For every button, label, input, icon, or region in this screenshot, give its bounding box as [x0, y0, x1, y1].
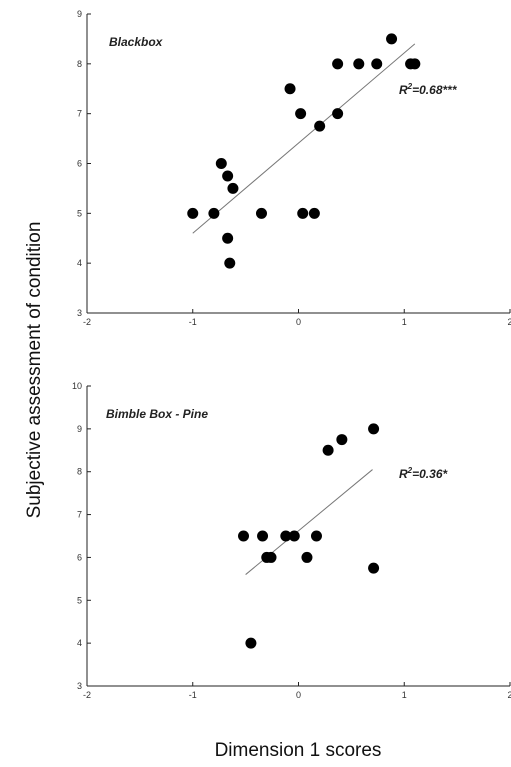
x-tick-label: -1	[189, 690, 197, 700]
y-tick-label: 9	[77, 424, 82, 434]
data-point	[336, 434, 348, 446]
y-tick-label: 10	[72, 381, 82, 391]
data-point	[215, 158, 227, 169]
data-point	[284, 83, 296, 95]
y-tick-label: 7	[77, 109, 82, 119]
data-point	[257, 530, 269, 542]
y-tick-label: 3	[77, 308, 82, 318]
data-point	[308, 207, 320, 219]
data-point	[224, 257, 236, 269]
data-point	[409, 58, 421, 70]
data-point	[371, 58, 383, 70]
x-tick-label: 2	[507, 317, 511, 327]
y-axis-title: Subjective assessment of condition	[24, 222, 45, 519]
data-point	[297, 207, 309, 219]
panel-bimble-box-pine: 3 4 5 6 7 8 9 10 -2 -1 0 1 2 Bimble Box - Pine R2=0.36…	[72, 381, 511, 700]
y-tick-label: 7	[77, 510, 82, 520]
x-tick-label: 1	[402, 690, 407, 700]
x-tick-label: 2	[507, 690, 511, 700]
data-point	[353, 58, 365, 70]
x-tick-label: -1	[189, 317, 197, 327]
data-point	[368, 562, 380, 574]
data-point	[255, 207, 267, 219]
y-tick-label: 8	[77, 59, 82, 69]
x-tick-label: -2	[83, 317, 91, 327]
r-squared-label: R2=0.36*	[399, 466, 448, 481]
panel-title: Blackbox	[109, 35, 164, 49]
x-tick-label: 0	[296, 690, 301, 700]
x-tick-label: 1	[402, 317, 407, 327]
y-tick-label: 4	[77, 638, 82, 648]
data-point	[245, 637, 257, 649]
data-point	[280, 530, 292, 542]
y-tick-label: 3	[77, 681, 82, 691]
x-axis-title: Dimension 1 scores	[215, 740, 382, 761]
panel-title: Bimble Box - Pine	[106, 407, 208, 421]
data-point	[187, 207, 199, 219]
data-point	[322, 444, 334, 456]
data-point	[332, 58, 344, 70]
y-tick-label: 5	[77, 595, 82, 605]
data-point	[227, 182, 239, 194]
x-tick-label: -2	[83, 690, 91, 700]
data-point	[222, 232, 234, 244]
y-tick-label: 6	[77, 552, 82, 562]
data-point	[310, 530, 322, 542]
data-point	[332, 108, 344, 120]
data-point	[368, 423, 380, 435]
data-point	[238, 530, 250, 542]
y-tick-label: 9	[77, 9, 82, 19]
x-tick-label: 0	[296, 317, 301, 327]
data-point	[208, 207, 220, 219]
y-tick-label: 6	[77, 159, 82, 169]
r-squared-label: R2=0.68***	[399, 82, 458, 97]
data-point	[301, 551, 313, 563]
y-tick-label: 4	[77, 258, 82, 268]
data-point	[288, 530, 300, 542]
data-point	[386, 33, 398, 45]
data-point	[222, 170, 234, 182]
y-tick-label: 8	[77, 467, 82, 477]
regression-line	[192, 43, 416, 234]
data-point	[314, 120, 326, 132]
data-point	[265, 551, 277, 563]
panel-blackbox: 3 4 5 6 7 8 9 -2 -1 0 1 2 Blackbox R2=0.68***	[77, 9, 511, 327]
y-tick-label: 5	[77, 208, 82, 218]
data-point	[295, 108, 307, 120]
